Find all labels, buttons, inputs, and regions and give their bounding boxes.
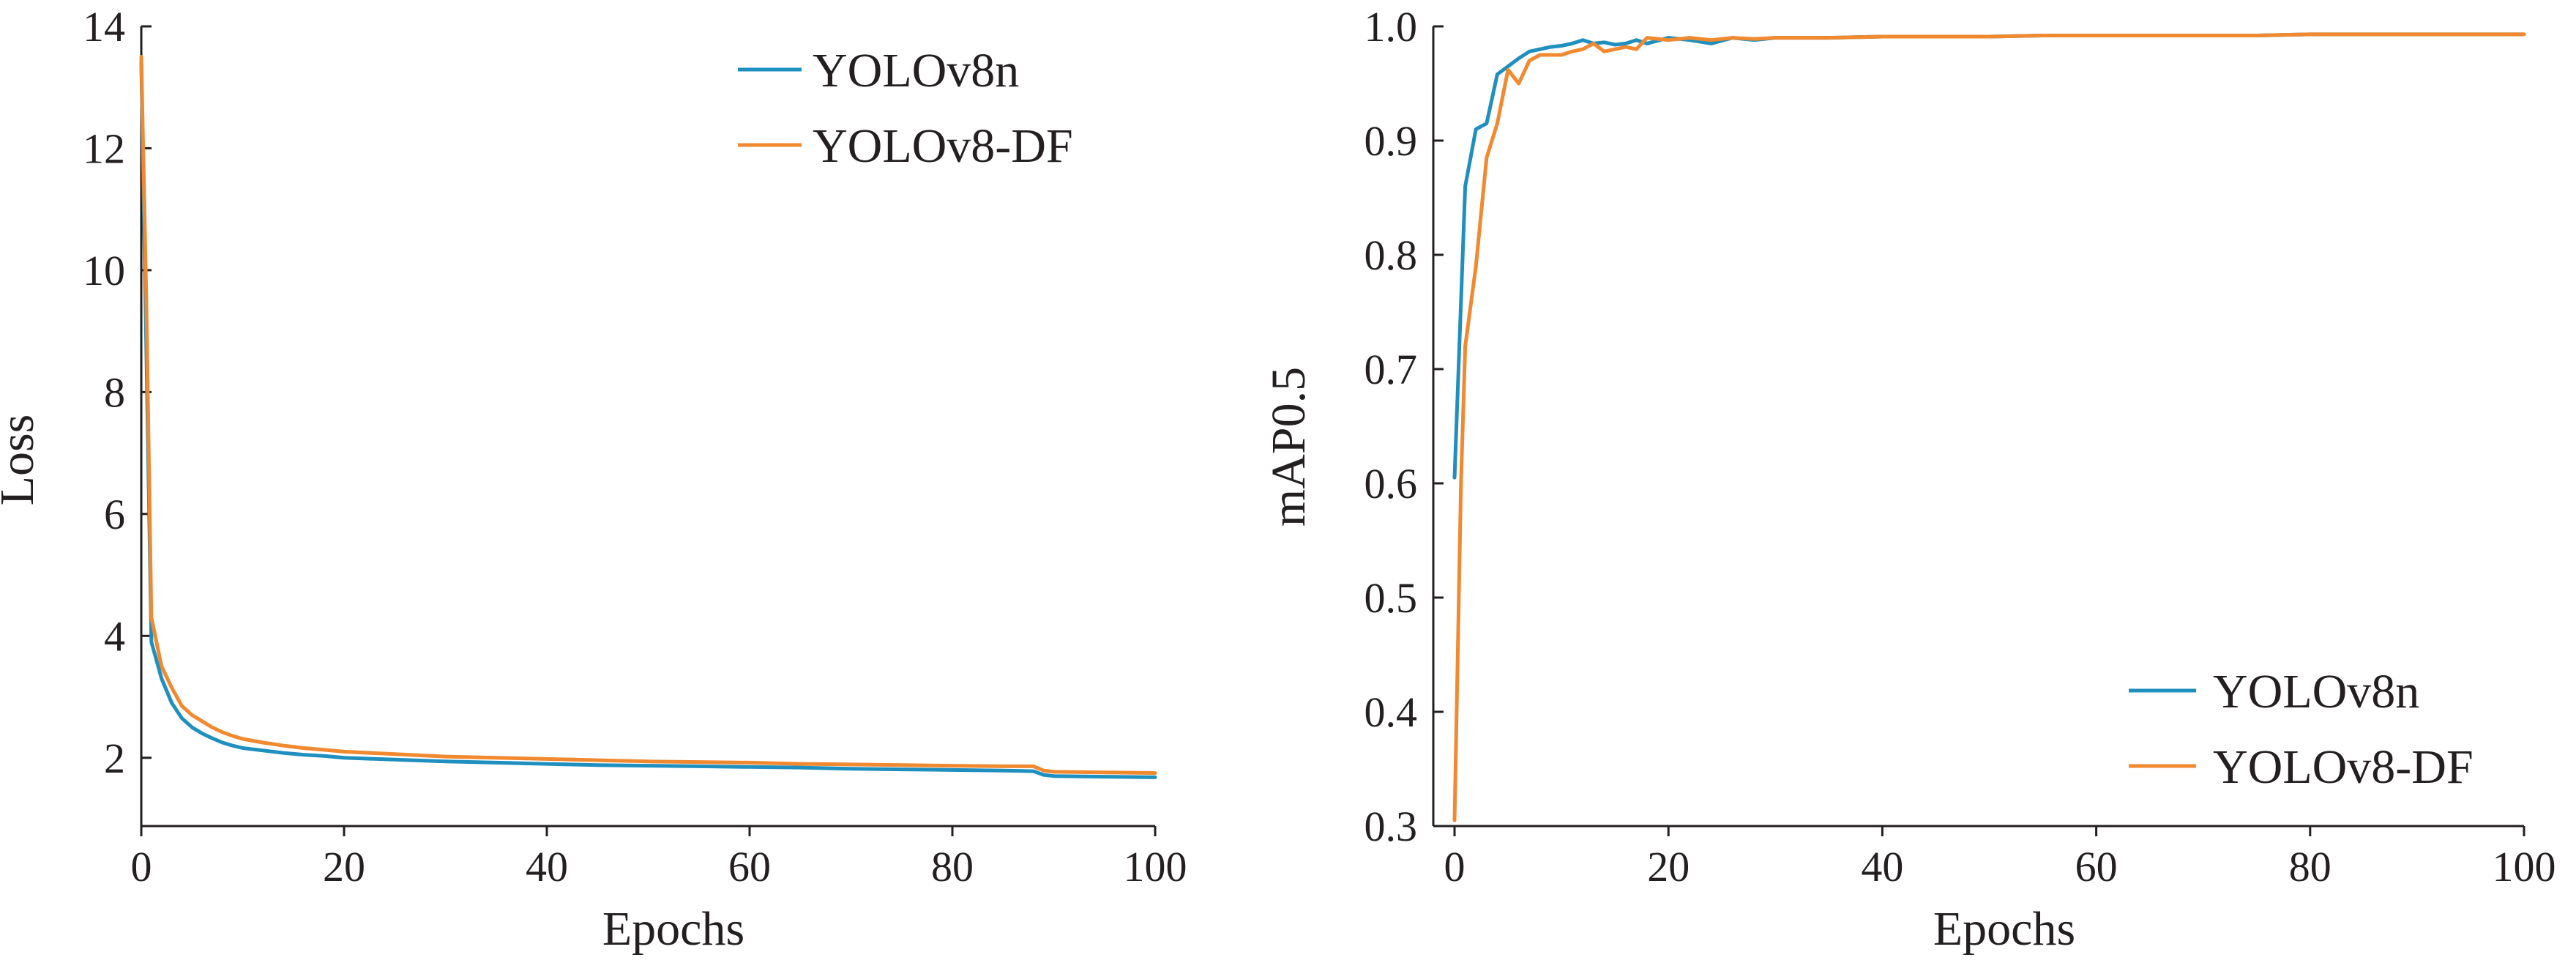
chart-0-x-tick-label: 20 (323, 843, 365, 891)
chart-1-legend-label-yolov8n: YOLOv8n (2213, 665, 2419, 718)
chart-1-x-tick-label: 100 (2493, 843, 2556, 891)
map-chart-panel: 0.3 0.4 0.5 0.6 0.7 0.8 0.9 1.0 0 20 40 60 80 100 Epoc… (1262, 3, 2556, 956)
chart-0-y-tick-label: 4 (104, 612, 125, 660)
chart-1-y-tick-label: 1.0 (1364, 3, 1418, 51)
chart-0-x-tick-label: 80 (931, 843, 974, 891)
chart-1-y-tick-label: 0.8 (1364, 231, 1418, 279)
chart-1-y-tick-label: 0.7 (1364, 346, 1418, 393)
chart-0-x-tick-label: 0 (131, 843, 152, 891)
chart-1-x-axis-title: Epochs (1933, 902, 2075, 956)
chart-0-x-axis-title: Epochs (602, 902, 744, 956)
chart-0-y-tick-label: 8 (104, 368, 125, 416)
chart-1-series-line-yolov8-df (1452, 32, 2526, 822)
chart-0-y-axis-title: Loss (0, 414, 44, 506)
loss-chart-panel: 2 4 6 8 10 12 14 0 20 40 60 80 100 Epochs Loss YOLOv8n Y… (0, 3, 1187, 956)
chart-1-x-tick-label: 40 (1861, 843, 1903, 891)
chart-0-x-tick-label: 100 (1124, 843, 1187, 891)
chart-0-y-tick-label: 10 (83, 247, 125, 294)
chart-0-legend-label-yolov8n: YOLOv8n (813, 44, 1019, 97)
chart-1-x-tick-label: 80 (2289, 843, 2332, 891)
chart-1-y-axis-title: mAP0.5 (1262, 367, 1315, 527)
chart-1-legend-label-yolov8-df: YOLOv8-DF (2213, 740, 2474, 794)
chart-1-y-tick-label: 0.3 (1364, 803, 1418, 850)
chart-1-x-tick-label: 0 (1444, 843, 1466, 891)
chart-1-y-tick-label: 0.6 (1364, 460, 1418, 507)
chart-0-y-tick-label: 6 (104, 491, 125, 538)
chart-0-y-tick-label: 12 (83, 124, 125, 172)
chart-0-y-tick-label: 2 (104, 735, 125, 782)
chart-0-x-tick-label: 40 (526, 843, 568, 891)
chart-0-x-tick-label: 60 (728, 843, 771, 891)
chart-1-x-tick-label: 20 (1647, 843, 1690, 891)
chart-1-y-tick-label: 0.9 (1364, 117, 1418, 165)
chart-0-series-line-yolov8n (139, 61, 1157, 779)
chart-0-y-tick-label: 14 (83, 3, 125, 51)
chart-0-series-line-yolov8-df (139, 55, 1157, 776)
chart-0-legend-label-yolov8-df: YOLOv8-DF (813, 119, 1073, 173)
chart-1-series-line-yolov8n (1452, 32, 2526, 480)
chart-1-y-tick-label: 0.4 (1364, 688, 1418, 736)
chart-1-y-tick-label: 0.5 (1364, 574, 1418, 622)
chart-1-x-tick-label: 60 (2075, 843, 2118, 891)
